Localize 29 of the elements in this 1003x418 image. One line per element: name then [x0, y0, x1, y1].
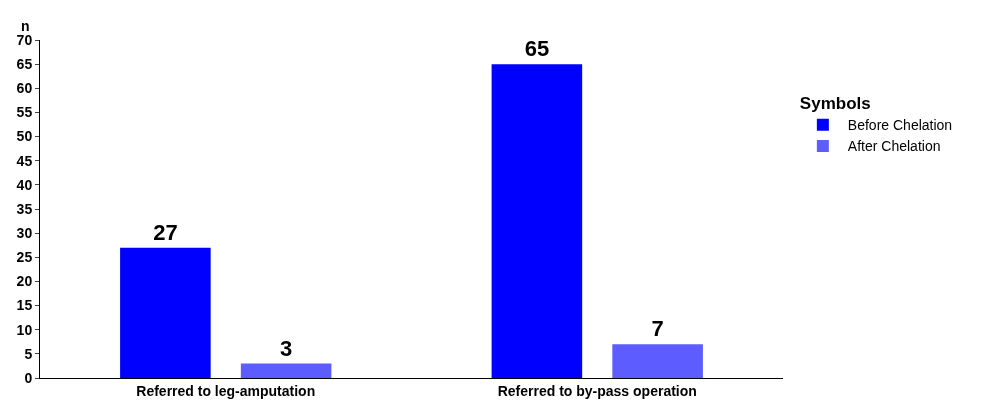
x-tick-label: Referred to leg-amputation: [136, 382, 316, 399]
y-tick-label: 65: [16, 56, 33, 73]
legend-label: After Chelation: [847, 138, 941, 155]
y-tick-label: 5: [24, 345, 33, 362]
y-tick-label: 60: [16, 80, 33, 97]
y-tick-label: 40: [16, 176, 33, 193]
bar: [120, 247, 211, 378]
x-tick-label: Referred to by-pass operation: [497, 382, 697, 399]
legend-title: Symbols: [799, 94, 871, 114]
y-tick-label: 35: [16, 200, 33, 217]
data-label: 27: [153, 219, 178, 245]
data-label: 65: [524, 36, 550, 62]
data-label: 3: [279, 335, 293, 361]
legend-label: Before Chelation: [847, 117, 953, 134]
bar: [491, 64, 583, 378]
y-tick-label: 70: [16, 31, 33, 48]
y-tick-label: 10: [16, 321, 33, 338]
y-tick-label: 45: [16, 152, 33, 169]
y-tick-label: 30: [16, 225, 33, 242]
y-tick-label: 50: [16, 128, 33, 145]
data-label: 7: [651, 316, 664, 342]
y-tick-label: 15: [16, 297, 33, 314]
y-tick-label: 25: [16, 249, 33, 266]
y-tick-label: 0: [24, 369, 33, 386]
y-tick-label: 20: [16, 273, 33, 290]
bar: [612, 344, 703, 378]
bar: [240, 363, 332, 378]
y-tick-label: 55: [16, 104, 33, 121]
y-axis-title: n: [21, 18, 30, 34]
